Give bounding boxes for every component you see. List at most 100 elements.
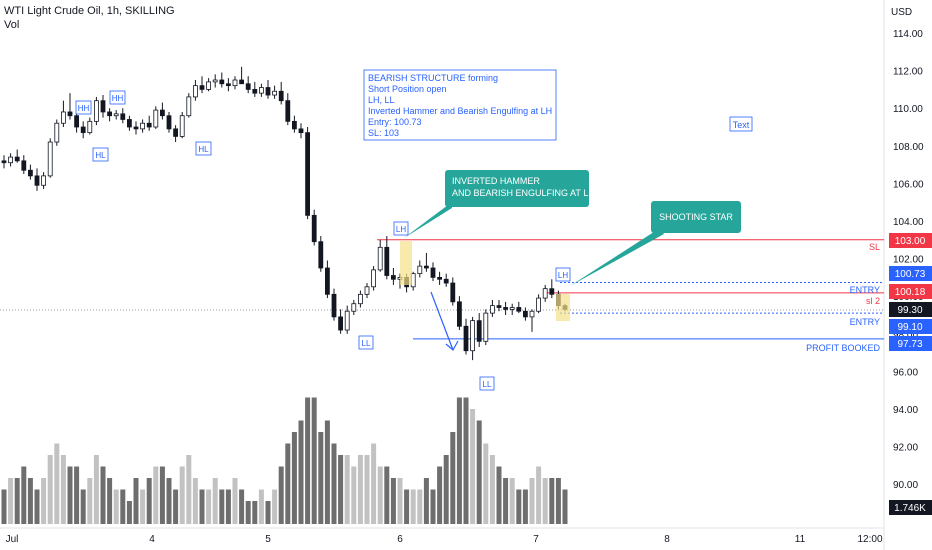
candle-body[interactable] (529, 310, 535, 318)
candle-body[interactable] (450, 282, 456, 303)
candle-body[interactable] (252, 89, 258, 94)
candle-body[interactable] (47, 141, 53, 177)
candle-body[interactable] (489, 305, 495, 314)
candle-body[interactable] (225, 83, 231, 87)
candle-body[interactable] (496, 305, 502, 308)
candle-body[interactable] (523, 310, 528, 318)
candle-body[interactable] (14, 156, 20, 162)
candle-body[interactable] (239, 79, 245, 85)
price-tick-label: 114.00 (893, 29, 923, 40)
volume-bar (107, 478, 113, 524)
candle-body[interactable] (364, 286, 370, 295)
time-tick-label: 7 (533, 534, 539, 545)
candle-body[interactable] (1, 160, 7, 164)
candle-body[interactable] (186, 96, 192, 117)
candle-body[interactable] (113, 113, 119, 117)
candle-body[interactable] (166, 115, 172, 130)
candle-body[interactable] (278, 90, 284, 102)
candle-body[interactable] (331, 293, 337, 318)
candle-body[interactable] (536, 297, 541, 312)
candle-body[interactable] (74, 115, 79, 128)
candle-body[interactable] (61, 111, 66, 124)
candle-body[interactable] (258, 87, 264, 94)
candle-body[interactable] (94, 100, 99, 122)
candle-body[interactable] (232, 79, 238, 87)
candle-body[interactable] (338, 316, 344, 331)
candle-body[interactable] (351, 303, 357, 312)
callout-shooting-star[interactable]: SHOOTING STAR (570, 201, 741, 286)
candle-body[interactable] (476, 320, 482, 342)
note-frame (363, 69, 557, 141)
candle-body[interactable] (192, 85, 198, 98)
candle-body[interactable] (153, 109, 159, 128)
candle-body[interactable] (140, 122, 146, 130)
candle-body[interactable] (146, 122, 152, 128)
volume-bar (357, 455, 363, 524)
candle-body[interactable] (357, 293, 363, 305)
candle-body[interactable] (437, 276, 443, 280)
candle-body[interactable] (463, 325, 469, 352)
volume-bar (384, 466, 390, 524)
candle-body[interactable] (311, 214, 317, 243)
candle-body[interactable] (212, 79, 218, 83)
text-tag[interactable]: Text (729, 116, 753, 132)
candle-body[interactable] (54, 122, 60, 143)
candlesticks[interactable] (1, 66, 568, 361)
candle-body[interactable] (549, 288, 555, 295)
candle-body[interactable] (100, 100, 106, 113)
candle-body[interactable] (245, 83, 251, 90)
candle-body[interactable] (371, 269, 377, 288)
volume-bar (377, 466, 383, 524)
candle-body[interactable] (324, 267, 330, 295)
callout-inverted-hammer[interactable]: INVERTED HAMMER AND BEARISH ENGULFING AT… (404, 170, 595, 238)
candle-body[interactable] (483, 312, 489, 342)
candle-body[interactable] (344, 310, 350, 331)
analysis-note[interactable]: BEARISH STRUCTURE forming Short Position… (363, 69, 557, 141)
candle-body[interactable] (305, 132, 311, 216)
candle-body[interactable] (542, 288, 548, 299)
candle-body[interactable] (390, 275, 396, 280)
candle-body[interactable] (159, 109, 165, 117)
candle-body[interactable] (291, 120, 297, 130)
candle-body[interactable] (87, 120, 93, 134)
candle-body[interactable] (430, 267, 436, 278)
candle-body[interactable] (21, 160, 27, 171)
volume-bar (219, 489, 225, 524)
candle-body[interactable] (318, 241, 324, 269)
candle-body[interactable] (27, 169, 33, 177)
candle-body[interactable] (503, 307, 509, 310)
volume-bar (536, 466, 542, 524)
candle-body[interactable] (179, 115, 185, 137)
candle-body[interactable] (384, 246, 390, 276)
candle-body[interactable] (456, 301, 462, 327)
candle-body[interactable] (173, 128, 179, 137)
candle-body[interactable] (470, 320, 476, 352)
candle-body[interactable] (206, 81, 212, 90)
candle-body[interactable] (298, 128, 304, 134)
candle-body[interactable] (41, 175, 46, 186)
candle-body[interactable] (34, 175, 40, 186)
price-axis[interactable]: USD 114.00 112.00 110.00 108.00 106.00 104.00… (891, 7, 924, 491)
time-axis[interactable]: Jul 4 5 6 7 8 11 12:00 (6, 534, 883, 545)
candle-body[interactable] (133, 126, 139, 130)
candle-body[interactable] (8, 156, 14, 164)
candle-body[interactable] (417, 265, 423, 275)
candle-body[interactable] (107, 111, 112, 117)
candle-body[interactable] (219, 79, 225, 85)
price-badge-volume: 1.746K (889, 500, 932, 515)
candle-body[interactable] (423, 265, 429, 269)
candle-body[interactable] (443, 278, 449, 284)
candle-body[interactable] (80, 126, 86, 134)
structure-tags[interactable]: HH HH HL HL LH LL LL LH (75, 90, 571, 391)
candle-body[interactable] (509, 307, 515, 310)
candle-body[interactable] (285, 100, 291, 122)
candle-body[interactable] (120, 113, 126, 120)
candle-body[interactable] (272, 90, 278, 96)
candle-body[interactable] (199, 85, 205, 90)
candle-body[interactable] (516, 307, 522, 312)
candle-body[interactable] (67, 111, 73, 117)
candle-body[interactable] (127, 119, 132, 128)
candle-body[interactable] (265, 87, 271, 96)
candle-body[interactable] (377, 246, 383, 271)
